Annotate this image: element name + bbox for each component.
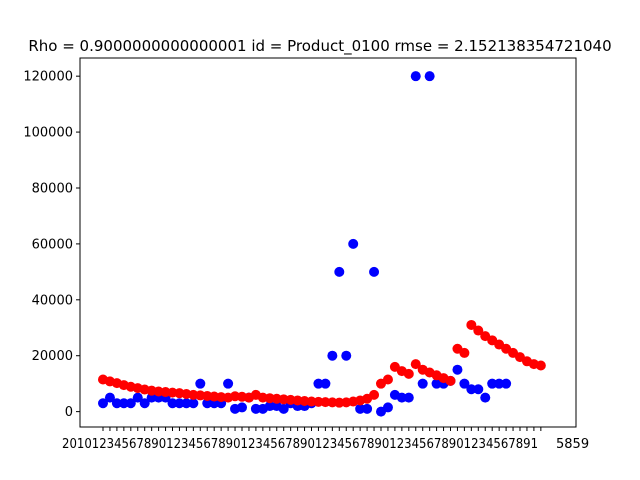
data-point [104, 392, 115, 403]
y-tick-label: 120000 [23, 70, 73, 85]
data-point [250, 403, 261, 414]
data-point [146, 392, 157, 403]
data-point [424, 71, 435, 82]
data-point [403, 392, 414, 403]
y-tick-label: 40000 [32, 293, 73, 308]
y-tick-label: 20000 [32, 349, 73, 364]
data-point [480, 392, 491, 403]
data-point [313, 378, 324, 389]
data-point [118, 398, 129, 409]
data-point [494, 378, 505, 389]
data-point [341, 350, 352, 361]
data-point [403, 368, 414, 379]
y-axis: 0 20000 40000 60000 80000 100000 120000 [23, 70, 80, 420]
data-point [487, 378, 498, 389]
data-point [382, 402, 393, 413]
y-tick-label: 0 [65, 405, 73, 420]
data-point [223, 378, 234, 389]
data-point [466, 384, 477, 395]
data-point [174, 398, 185, 409]
x-axis: 2010123456789012345678901234567890123456… [62, 427, 589, 452]
data-point [334, 266, 345, 277]
data-point [362, 403, 373, 414]
data-points [98, 71, 546, 417]
data-point [459, 378, 470, 389]
data-point [355, 403, 366, 414]
series-2 [98, 319, 546, 408]
chart-title: Rho = 0.9000000000000001 id = Product_01… [28, 37, 611, 56]
y-tick-label: 60000 [32, 237, 73, 252]
data-point [417, 378, 428, 389]
data-point [452, 364, 463, 375]
data-point [202, 398, 213, 409]
series-1 [98, 71, 512, 417]
data-point [410, 359, 421, 370]
data-point [431, 378, 442, 389]
data-point [278, 403, 289, 414]
data-point [195, 378, 206, 389]
y-tick-label: 80000 [32, 181, 73, 196]
data-point [327, 350, 338, 361]
data-point [264, 401, 275, 412]
data-point [501, 378, 512, 389]
x-tick-labels-end: 5859 [556, 437, 589, 452]
data-point [139, 398, 150, 409]
data-point [188, 398, 199, 409]
axes-frame [79, 57, 577, 428]
data-point [473, 384, 484, 395]
x-tick-labels: 2010123456789012345678901234567890123456… [62, 437, 538, 452]
data-point [348, 238, 359, 249]
data-point [181, 398, 192, 409]
data-point [167, 398, 178, 409]
y-tick-label: 100000 [23, 126, 73, 141]
data-point [98, 398, 108, 409]
data-point [111, 398, 122, 409]
data-point [320, 378, 331, 389]
data-point [459, 347, 470, 358]
data-point [369, 389, 380, 400]
data-point [445, 375, 456, 386]
data-point [237, 402, 247, 413]
data-point [473, 325, 484, 336]
data-point [466, 319, 477, 330]
data-point [396, 392, 407, 403]
data-point [369, 266, 380, 277]
data-point [535, 360, 546, 371]
data-point [382, 374, 393, 385]
data-point [125, 398, 136, 409]
data-point [132, 392, 143, 403]
data-point [410, 71, 421, 82]
